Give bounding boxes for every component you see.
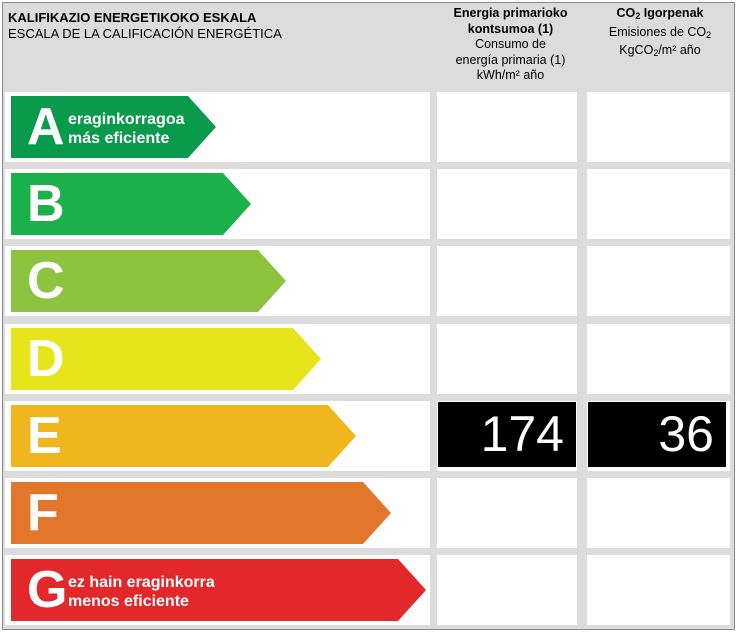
co2-cell-b: [587, 169, 730, 239]
primary-energy-cell-a: [437, 92, 577, 162]
co2-emissions-value: 36: [588, 402, 726, 467]
rating-row-c: C: [5, 246, 430, 316]
arrow-shape: [11, 482, 391, 544]
rating-letter: A: [27, 98, 65, 156]
rating-description-line1: ez hain eraginkorra: [68, 574, 215, 591]
scale-header: KALIFIKAZIO ENERGETIKOKO ESKALA ESCALA D…: [8, 10, 428, 42]
arrow-shape: [11, 250, 286, 312]
arrow-shape: [11, 405, 356, 467]
rating-letter: G: [27, 561, 68, 619]
co2-cell-g: [587, 555, 730, 625]
rating-description-line2: menos eficiente: [68, 593, 189, 610]
primary-energy-header-line3: Consumo de: [475, 37, 546, 51]
rating-arrow-d: D: [11, 328, 321, 390]
rating-letter: E: [27, 407, 62, 465]
primary-energy-cell-f: [437, 478, 577, 548]
rating-description: eraginkorragoa más eficiente: [68, 110, 184, 148]
rating-row-e: E: [5, 401, 430, 471]
co2-header-line1: CO2 Igorpenak: [616, 6, 704, 21]
primary-energy-header-line1: Energia primarioko: [453, 6, 568, 20]
rating-letter: D: [27, 330, 65, 388]
primary-energy-header-line4: energía primaria (1): [455, 52, 566, 67]
rating-arrow-f: F: [11, 482, 391, 544]
rating-row-b: B: [5, 169, 430, 239]
primary-energy-cell-c: [437, 246, 577, 316]
rating-letter: B: [27, 175, 65, 233]
rating-description: ez hain eraginkorra menos eficiente: [68, 573, 215, 611]
rating-arrow-b: B: [11, 173, 251, 235]
rating-description-line1: eraginkorragoa: [68, 111, 185, 128]
rating-row-f: F: [5, 478, 430, 548]
co2-header: CO2 Igorpenak Emisiones de CO2 KgCO2/m² …: [587, 6, 733, 62]
title-basque: KALIFIKAZIO ENERGETIKOKO ESKALA: [8, 10, 257, 25]
rating-arrow-e: E: [11, 405, 356, 467]
arrow-shape: [11, 328, 321, 390]
rating-arrow-c: C: [11, 250, 286, 312]
rating-description-line2: más eficiente: [68, 130, 170, 147]
co2-cell-d: [587, 324, 730, 394]
rating-letter: F: [27, 484, 59, 542]
primary-energy-value: 174: [438, 402, 576, 467]
title-spanish: ESCALA DE LA CALIFICACIÓN ENERGÉTICA: [8, 26, 282, 41]
arrow-shape: [11, 559, 426, 621]
co2-unit: KgCO2/m² año: [619, 43, 701, 58]
rating-letter: C: [27, 252, 65, 310]
primary-energy-header-line2: kontsumoa (1): [467, 21, 554, 36]
arrow-shape: [11, 96, 216, 158]
primary-energy-header: Energia primarioko kontsumoa (1) Consumo…: [437, 6, 584, 84]
arrow-shape: [11, 173, 251, 235]
primary-energy-unit: kWh/m² año: [476, 68, 545, 82]
co2-cell-f: [587, 478, 730, 548]
primary-energy-cell-d: [437, 324, 577, 394]
co2-cell-c: [587, 246, 730, 316]
rating-row-d: D: [5, 324, 430, 394]
primary-energy-cell-g: [437, 555, 577, 625]
co2-cell-a: [587, 92, 730, 162]
co2-header-line2: Emisiones de CO2: [608, 24, 712, 40]
primary-energy-cell-b: [437, 169, 577, 239]
